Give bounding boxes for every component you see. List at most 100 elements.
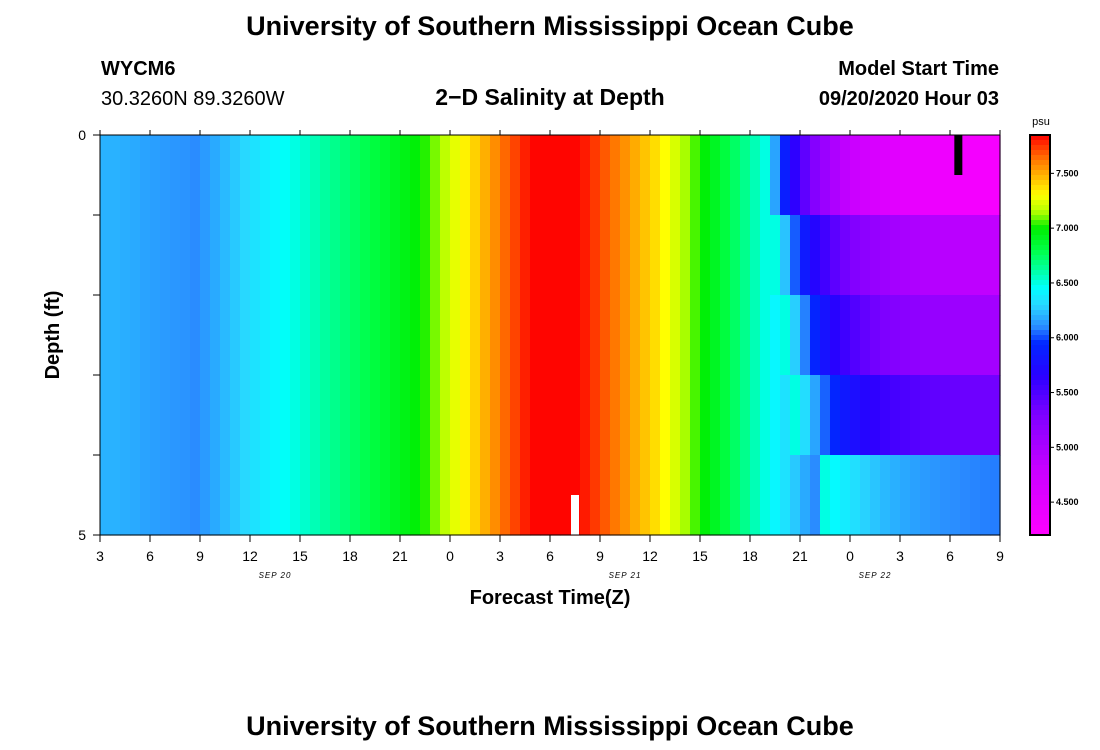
heatmap-cell	[190, 215, 201, 296]
x-tick-label: 6	[146, 548, 154, 564]
heatmap-cell	[910, 295, 921, 376]
heatmap-cell	[410, 375, 421, 456]
heatmap-cell	[660, 295, 671, 376]
heatmap-cell	[550, 215, 561, 296]
heatmap-cell	[220, 215, 231, 296]
heatmap-cell	[170, 215, 181, 296]
heatmap-cell	[850, 455, 861, 536]
heatmap-cell	[810, 135, 821, 216]
heatmap-cell	[430, 375, 441, 456]
heatmap-cell	[410, 295, 421, 376]
colorbar-band	[1030, 415, 1050, 421]
x-tick-label: 6	[946, 548, 954, 564]
heatmap-cell	[800, 215, 811, 296]
heatmap-cell	[140, 215, 151, 296]
heatmap-cell	[430, 295, 441, 376]
heatmap-cell	[750, 215, 761, 296]
heatmap-cell	[890, 135, 901, 216]
heatmap-cell	[580, 455, 591, 536]
heatmap-cell	[290, 295, 301, 376]
colorbar-tick-label: 7.000	[1056, 223, 1079, 233]
heatmap-cell	[360, 215, 371, 296]
y-tick-label: 0	[78, 127, 86, 143]
heatmap-cell	[720, 455, 731, 536]
colorbar-band	[1030, 430, 1050, 436]
colorbar-band	[1030, 140, 1050, 146]
heatmap-cell	[610, 375, 621, 456]
heatmap-cell	[940, 135, 951, 216]
colorbar-band	[1030, 335, 1050, 341]
heatmap-cell	[670, 295, 681, 376]
colorbar-band	[1030, 485, 1050, 491]
x-tick-label: 9	[996, 548, 1004, 564]
colorbar-tick-label: 6.500	[1056, 278, 1079, 288]
colorbar-band	[1030, 465, 1050, 471]
heatmap-cell	[180, 375, 191, 456]
heatmap-cell	[930, 295, 941, 376]
heatmap-cell	[680, 135, 691, 216]
heatmap-cell	[150, 295, 161, 376]
x-tick-label: 0	[846, 548, 854, 564]
heatmap-cell	[870, 135, 881, 216]
colorbar-band	[1030, 255, 1050, 261]
colorbar-band	[1030, 280, 1050, 286]
heatmap-cell	[480, 135, 491, 216]
heatmap-cell	[800, 295, 811, 376]
heatmap-cell	[740, 375, 751, 456]
heatmap-cell	[520, 375, 531, 456]
heatmap-cell	[200, 135, 211, 216]
heatmap-cell	[410, 135, 421, 216]
heatmap-cell	[310, 295, 321, 376]
heatmap-cell	[340, 215, 351, 296]
heatmap-cell	[870, 215, 881, 296]
heatmap-cell	[570, 295, 581, 376]
heatmap-cell	[600, 215, 611, 296]
heatmap-cell	[650, 455, 661, 536]
heatmap-cell	[460, 135, 471, 216]
colorbar-band	[1030, 175, 1050, 181]
heatmap-cell	[830, 375, 841, 456]
heatmap-cell	[390, 135, 401, 216]
heatmap-cell	[610, 215, 621, 296]
heatmap-cell	[900, 135, 911, 216]
heatmap-cell	[380, 455, 391, 536]
heatmap-cell	[300, 295, 311, 376]
heatmap-cell	[250, 295, 261, 376]
heatmap-cell	[240, 375, 251, 456]
heatmap-cell	[540, 295, 551, 376]
heatmap-cell	[530, 455, 541, 536]
heatmap-cell	[400, 455, 411, 536]
heatmap-cell	[260, 295, 271, 376]
heatmap-cell	[790, 215, 801, 296]
colorbar-band	[1030, 400, 1050, 406]
heatmap-cell	[880, 295, 891, 376]
x-axis-label: Forecast Time(Z)	[470, 587, 631, 609]
x-tick-label: 15	[692, 548, 708, 564]
heatmap-cell	[430, 215, 441, 296]
x-tick-label: 18	[342, 548, 358, 564]
colorbar-band	[1030, 165, 1050, 171]
colorbar-band	[1030, 350, 1050, 356]
heatmap-cell	[890, 295, 901, 376]
heatmap-cell	[200, 295, 211, 376]
heatmap-cell	[180, 455, 191, 536]
heatmap-cell	[500, 455, 511, 536]
colorbar-band	[1030, 185, 1050, 191]
heatmap-cell	[640, 295, 651, 376]
heatmap-cell	[850, 375, 861, 456]
colorbar-band	[1030, 220, 1050, 226]
colorbar-band	[1030, 460, 1050, 466]
heatmap-cell	[370, 455, 381, 536]
heatmap-cell	[990, 295, 1001, 376]
heatmap-cell	[400, 295, 411, 376]
heatmap-cell	[310, 375, 321, 456]
heatmap-cell	[110, 135, 121, 216]
heatmap-cell	[730, 455, 741, 536]
heatmap-cell	[960, 135, 971, 216]
x-tick-label: 3	[896, 548, 904, 564]
heatmap-cell	[940, 215, 951, 296]
heatmap-cell	[980, 215, 991, 296]
heatmap-cell	[440, 135, 451, 216]
heatmap-cell	[870, 295, 881, 376]
heatmap-cell	[230, 215, 241, 296]
